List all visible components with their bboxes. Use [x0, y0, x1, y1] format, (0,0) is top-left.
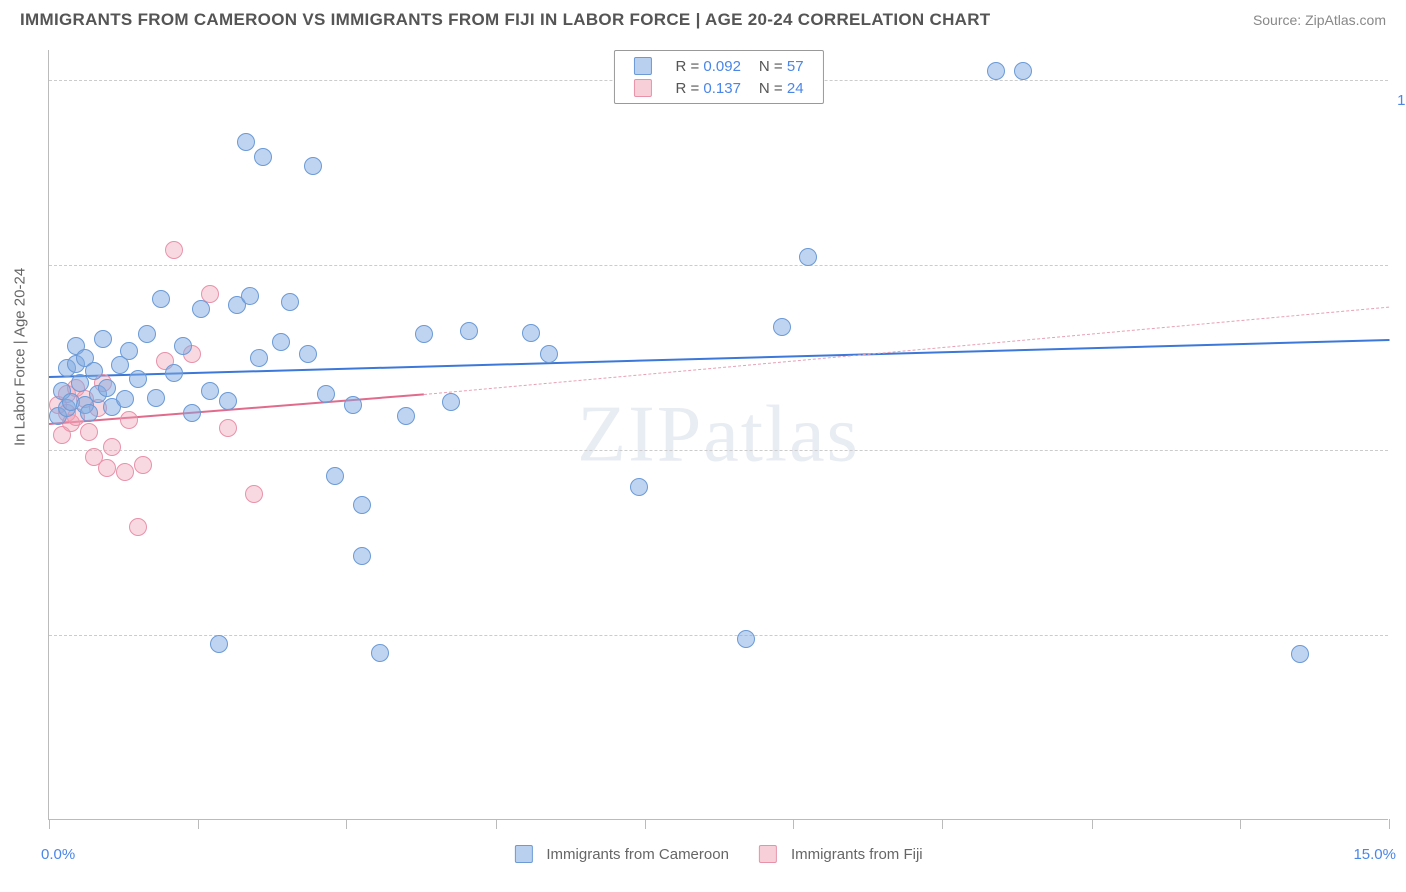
- data-point: [138, 325, 156, 343]
- data-point: [134, 456, 152, 474]
- r-value-pink: 0.137: [703, 80, 741, 97]
- r-label: R =: [675, 80, 699, 97]
- y-axis-title: In Labor Force | Age 20-24: [12, 268, 29, 446]
- data-point: [442, 393, 460, 411]
- legend-label-cameroon: Immigrants from Cameroon: [546, 846, 729, 863]
- data-point: [540, 345, 558, 363]
- n-label: N =: [759, 58, 783, 75]
- data-point: [116, 463, 134, 481]
- data-point: [192, 300, 210, 318]
- x-tick: [49, 819, 50, 829]
- data-point: [80, 423, 98, 441]
- x-tick: [942, 819, 943, 829]
- x-tick: [1240, 819, 1241, 829]
- data-point: [799, 248, 817, 266]
- data-point: [245, 485, 263, 503]
- data-point: [304, 157, 322, 175]
- data-point: [147, 389, 165, 407]
- data-point: [630, 478, 648, 496]
- correlation-legend: R = 0.092 N = 57 R = 0.137 N = 24: [613, 50, 823, 104]
- data-point: [201, 382, 219, 400]
- x-tick: [1389, 819, 1390, 829]
- data-point: [1291, 645, 1309, 663]
- data-point: [98, 459, 116, 477]
- trend-line: [424, 306, 1389, 394]
- data-point: [326, 467, 344, 485]
- data-point: [737, 630, 755, 648]
- data-point: [174, 337, 192, 355]
- y-tick-label: 87.5%: [1393, 277, 1406, 294]
- data-point: [773, 318, 791, 336]
- n-value-pink: 24: [787, 80, 804, 97]
- data-point: [254, 148, 272, 166]
- gridline: [49, 265, 1388, 266]
- x-tick: [645, 819, 646, 829]
- legend-swatch-blue: [633, 57, 651, 75]
- data-point: [1014, 62, 1032, 80]
- data-point: [129, 518, 147, 536]
- data-point: [219, 392, 237, 410]
- x-tick: [496, 819, 497, 829]
- data-point: [272, 333, 290, 351]
- data-point: [120, 411, 138, 429]
- data-point: [353, 496, 371, 514]
- data-point: [219, 419, 237, 437]
- data-point: [353, 547, 371, 565]
- y-tick-label: 75.0%: [1393, 462, 1406, 479]
- data-point: [165, 241, 183, 259]
- data-point: [152, 290, 170, 308]
- data-point: [460, 322, 478, 340]
- y-tick-label: 100.0%: [1393, 92, 1406, 109]
- data-point: [250, 349, 268, 367]
- gridline: [49, 635, 1388, 636]
- data-point: [237, 133, 255, 151]
- x-tick: [198, 819, 199, 829]
- x-tick: [346, 819, 347, 829]
- legend-swatch-pink: [633, 79, 651, 97]
- n-value-blue: 57: [787, 58, 804, 75]
- data-point: [241, 287, 259, 305]
- data-point: [103, 438, 121, 456]
- y-tick-label: 62.5%: [1393, 647, 1406, 664]
- data-point: [120, 342, 138, 360]
- r-value-blue: 0.092: [703, 58, 741, 75]
- data-point: [987, 62, 1005, 80]
- chart-title: IMMIGRANTS FROM CAMEROON VS IMMIGRANTS F…: [20, 10, 991, 30]
- series-legend: Immigrants from Cameroon Immigrants from…: [514, 845, 922, 863]
- legend-swatch-fiji: [759, 845, 777, 863]
- r-label: R =: [675, 58, 699, 75]
- data-point: [94, 330, 112, 348]
- data-point: [522, 324, 540, 342]
- legend-label-fiji: Immigrants from Fiji: [791, 846, 923, 863]
- data-point: [183, 404, 201, 422]
- data-point: [116, 390, 134, 408]
- watermark: ZIPatlas: [577, 389, 860, 480]
- data-point: [210, 635, 228, 653]
- data-point: [344, 396, 362, 414]
- data-point: [129, 370, 147, 388]
- gridline: [49, 450, 1388, 451]
- x-tick: [1092, 819, 1093, 829]
- data-point: [415, 325, 433, 343]
- data-point: [281, 293, 299, 311]
- data-point: [80, 404, 98, 422]
- data-point: [85, 362, 103, 380]
- data-point: [317, 385, 335, 403]
- x-axis-end: 15.0%: [1353, 846, 1396, 863]
- legend-swatch-cameroon: [514, 845, 532, 863]
- scatter-chart: R = 0.092 N = 57 R = 0.137 N = 24 ZIPatl…: [48, 50, 1388, 820]
- source-label: Source: ZipAtlas.com: [1253, 12, 1386, 28]
- data-point: [299, 345, 317, 363]
- x-axis-start: 0.0%: [41, 846, 75, 863]
- n-label: N =: [759, 80, 783, 97]
- data-point: [165, 364, 183, 382]
- data-point: [371, 644, 389, 662]
- data-point: [397, 407, 415, 425]
- data-point: [98, 379, 116, 397]
- x-tick: [793, 819, 794, 829]
